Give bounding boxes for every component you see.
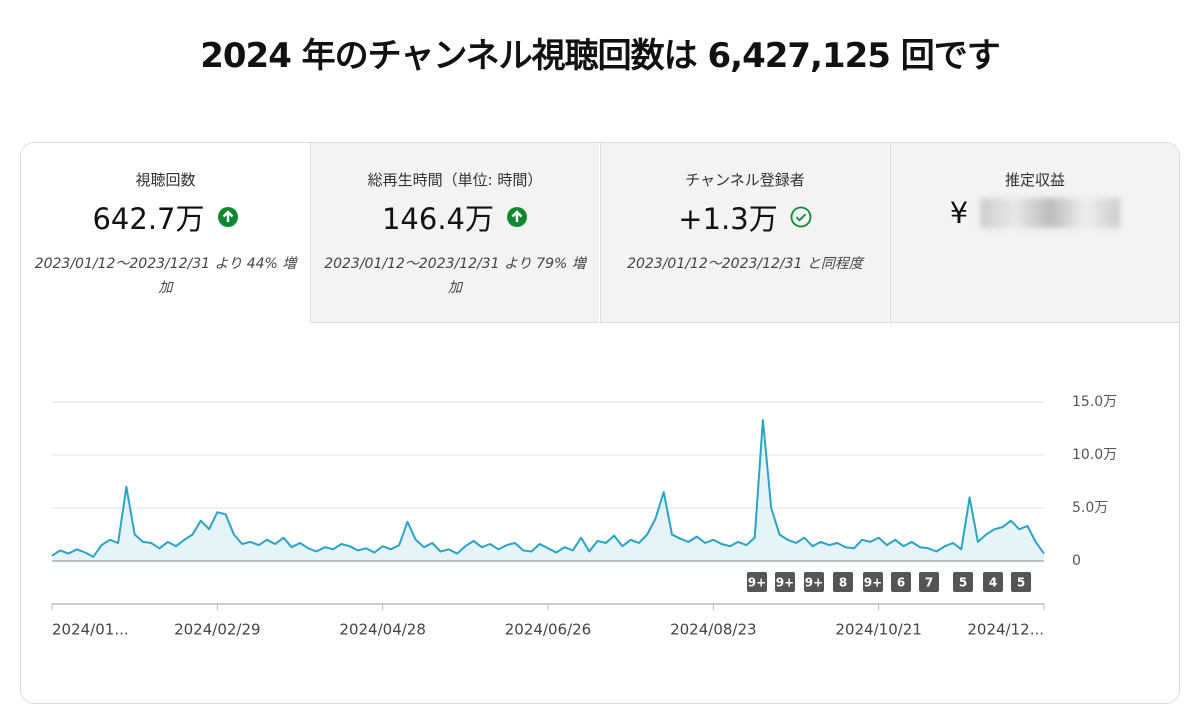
badge-box	[775, 572, 795, 592]
event-badge[interactable]: 5	[953, 572, 973, 592]
badge-label: 8	[839, 576, 847, 590]
card-comparison: 2023/01/12～2023/12/31 と同程度	[627, 256, 863, 272]
card-value: 146.4万	[381, 202, 495, 236]
blurred-value	[980, 198, 1121, 228]
metric-card[interactable]: 推定収益 ¥	[890, 143, 1179, 323]
card-label: 推定収益	[1004, 171, 1065, 189]
badge-label: 9+	[748, 576, 766, 590]
card-label: チャンネル登録者	[685, 171, 805, 189]
badge-box	[747, 572, 767, 592]
x-tick-label: 2024/08/23	[670, 621, 756, 639]
card-comparison: 2023/01/12～2023/12/31 より 79% 増加	[324, 256, 586, 296]
x-tick-label: 2024/12...	[967, 621, 1044, 639]
event-badge[interactable]: 9+	[804, 572, 824, 592]
badge-box	[1011, 572, 1031, 592]
event-badge[interactable]: 7	[919, 572, 939, 592]
page: 2024 年のチャンネル視聴回数は 6,427,125 回です 視聴回数 642…	[20, 36, 1180, 704]
x-tick-label: 2024/10/21	[835, 621, 921, 639]
badge-label: 9+	[776, 576, 794, 590]
event-badge[interactable]: 5	[1011, 572, 1031, 592]
page-title: 2024 年のチャンネル視聴回数は 6,427,125 回です	[200, 36, 1001, 76]
card-comparison: 2023/01/12～2023/12/31 より 44% 増加	[34, 256, 297, 296]
badge-box	[804, 572, 824, 592]
y-tick-label: 5.0万	[1072, 500, 1108, 516]
card-value: ¥	[949, 196, 969, 230]
badge-label: 5	[1017, 576, 1025, 590]
up-icon	[217, 207, 238, 227]
check-icon	[790, 206, 812, 228]
y-tick-label: 0	[1072, 553, 1081, 569]
metric-card[interactable]: 総再生時間（単位: 時間） 146.4万 2023/01/12～2023/12/…	[310, 143, 599, 323]
badge-box	[983, 572, 1003, 592]
x-tick-label: 2024/02/29	[174, 621, 260, 639]
event-badge[interactable]: 6	[891, 572, 911, 592]
badge-box	[953, 572, 973, 592]
y-tick-label: 10.0万	[1072, 447, 1117, 463]
badge-label: 6	[897, 576, 905, 590]
badge-box	[863, 572, 883, 592]
event-badge[interactable]: 4	[983, 572, 1003, 592]
event-badge[interactable]: 9+	[747, 572, 767, 592]
badge-box	[891, 572, 911, 592]
card-value: +1.3万	[678, 202, 778, 236]
x-tick-label: 2024/01...	[52, 621, 129, 639]
card-label: 総再生時間（単位: 時間）	[367, 171, 543, 189]
badge-label: 7	[925, 576, 933, 590]
up-icon	[507, 207, 528, 227]
x-tick-label: 2024/04/28	[339, 621, 425, 639]
card-value-row: 146.4万	[311, 196, 599, 238]
card-value-row: ¥	[891, 196, 1179, 230]
y-tick-label: 15.0万	[1072, 394, 1117, 410]
analytics-panel: 視聴回数 642.7万 2023/01/12～2023/12/31 より 44%…	[20, 142, 1180, 704]
card-value-row: +1.3万	[601, 196, 889, 238]
badge-label: 4	[989, 576, 997, 590]
badge-label: 5	[959, 576, 967, 590]
event-badge[interactable]: 8	[833, 572, 853, 592]
line	[51, 419, 1045, 558]
x-tick-label: 2024/06/26	[505, 621, 591, 639]
card-value-row: 642.7万	[21, 196, 310, 238]
card-value: 642.7万	[92, 202, 205, 236]
event-badge[interactable]: 9+	[863, 572, 883, 592]
badge-box	[833, 572, 853, 592]
badge-label: 9+	[805, 576, 823, 590]
metric-card[interactable]: チャンネル登録者 +1.3万 2023/01/12～2023/12/31 と同程…	[600, 143, 889, 323]
badge-label: 9+	[864, 576, 882, 590]
badge-box	[919, 572, 939, 592]
chart: 0 5.0万 10.0万 15.0万 2024/01... 2024/02/29 2024/…	[51, 394, 1117, 639]
card-label: 視聴回数	[135, 171, 196, 189]
event-badge[interactable]: 9+	[775, 572, 795, 592]
metric-card[interactable]: 視聴回数 642.7万 2023/01/12～2023/12/31 より 44%…	[21, 143, 310, 323]
